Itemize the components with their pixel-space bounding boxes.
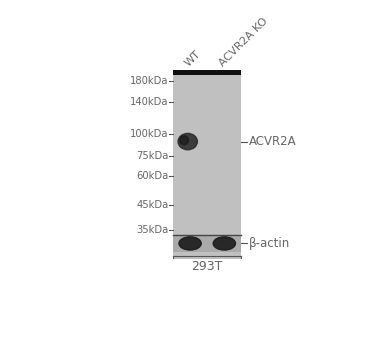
- Text: ACVR2A: ACVR2A: [249, 135, 296, 148]
- Ellipse shape: [178, 133, 197, 150]
- Text: ACVR2A KO: ACVR2A KO: [217, 16, 270, 68]
- Bar: [173, 70, 242, 75]
- Text: 180kDa: 180kDa: [130, 76, 169, 86]
- Ellipse shape: [180, 136, 189, 145]
- Text: 60kDa: 60kDa: [136, 172, 169, 181]
- Text: 35kDa: 35kDa: [136, 225, 169, 235]
- Text: 75kDa: 75kDa: [136, 151, 169, 161]
- Text: 293T: 293T: [192, 260, 223, 273]
- Text: 45kDa: 45kDa: [136, 200, 169, 210]
- Bar: [173, 75, 242, 259]
- Text: 140kDa: 140kDa: [130, 97, 169, 107]
- Ellipse shape: [213, 237, 235, 250]
- Ellipse shape: [179, 237, 201, 250]
- Text: 100kDa: 100kDa: [130, 129, 169, 139]
- Text: WT: WT: [183, 49, 203, 68]
- Bar: [173, 235, 242, 252]
- Text: β-actin: β-actin: [249, 237, 290, 250]
